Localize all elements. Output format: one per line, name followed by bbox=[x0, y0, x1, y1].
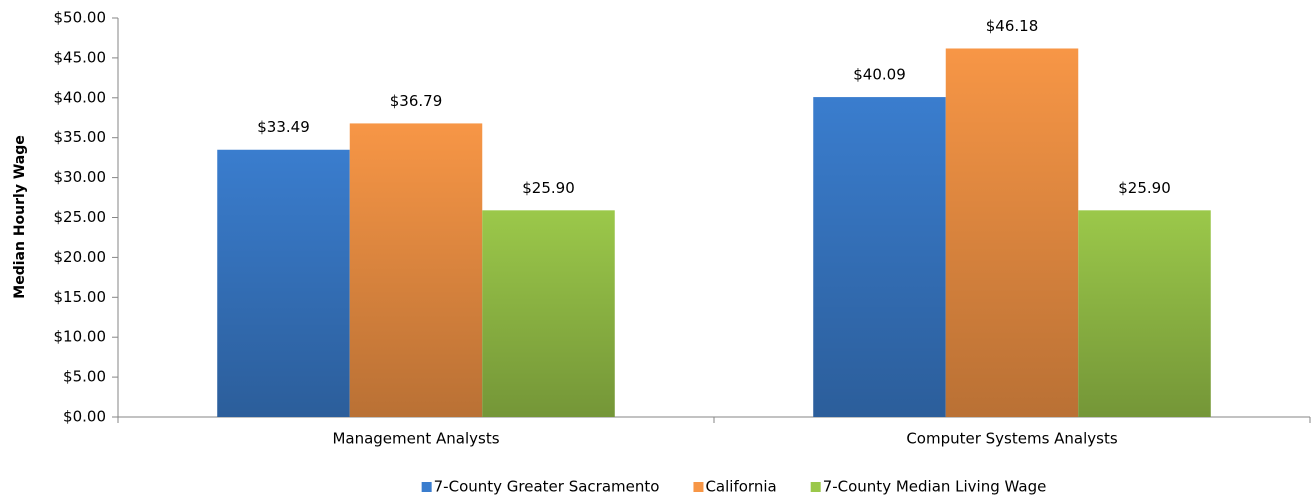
x-tick-label: Computer Systems Analysts bbox=[906, 430, 1118, 448]
bar-shade bbox=[813, 97, 946, 418]
value-label: $25.90 bbox=[522, 179, 575, 197]
y-tick-label: $10.00 bbox=[54, 328, 107, 346]
value-label: $40.09 bbox=[853, 66, 906, 84]
y-tick-label: $5.00 bbox=[63, 368, 106, 386]
bar-shade bbox=[945, 48, 1079, 417]
legend-swatch bbox=[421, 482, 432, 492]
value-label: $36.79 bbox=[390, 92, 443, 110]
bar-shade bbox=[217, 149, 350, 417]
legend-label: California bbox=[705, 478, 776, 496]
y-tick-label: $40.00 bbox=[54, 88, 107, 106]
value-label: $25.90 bbox=[1118, 179, 1171, 197]
legend-label: 7-County Greater Sacramento bbox=[434, 478, 660, 496]
y-tick-label: $50.00 bbox=[54, 9, 107, 27]
legend-label: 7-County Median Living Wage bbox=[823, 478, 1047, 496]
bar-shade bbox=[1078, 210, 1211, 417]
y-tick-label: $15.00 bbox=[54, 288, 107, 306]
bar-shade bbox=[482, 210, 615, 417]
y-axis-title: Median Hourly Wage bbox=[12, 135, 28, 298]
y-tick-label: $35.00 bbox=[54, 128, 107, 146]
y-tick-label: $0.00 bbox=[63, 408, 106, 426]
value-label: $46.18 bbox=[986, 17, 1039, 35]
x-tick-label: Management Analysts bbox=[332, 430, 499, 448]
y-tick-label: $20.00 bbox=[54, 248, 107, 266]
legend-swatch bbox=[810, 482, 821, 492]
y-tick-label: $45.00 bbox=[54, 48, 107, 66]
bar-shade bbox=[349, 123, 483, 417]
value-label: $33.49 bbox=[257, 118, 310, 136]
y-tick-label: $25.00 bbox=[54, 208, 107, 226]
legend-swatch bbox=[693, 482, 704, 492]
y-tick-label: $30.00 bbox=[54, 168, 107, 186]
